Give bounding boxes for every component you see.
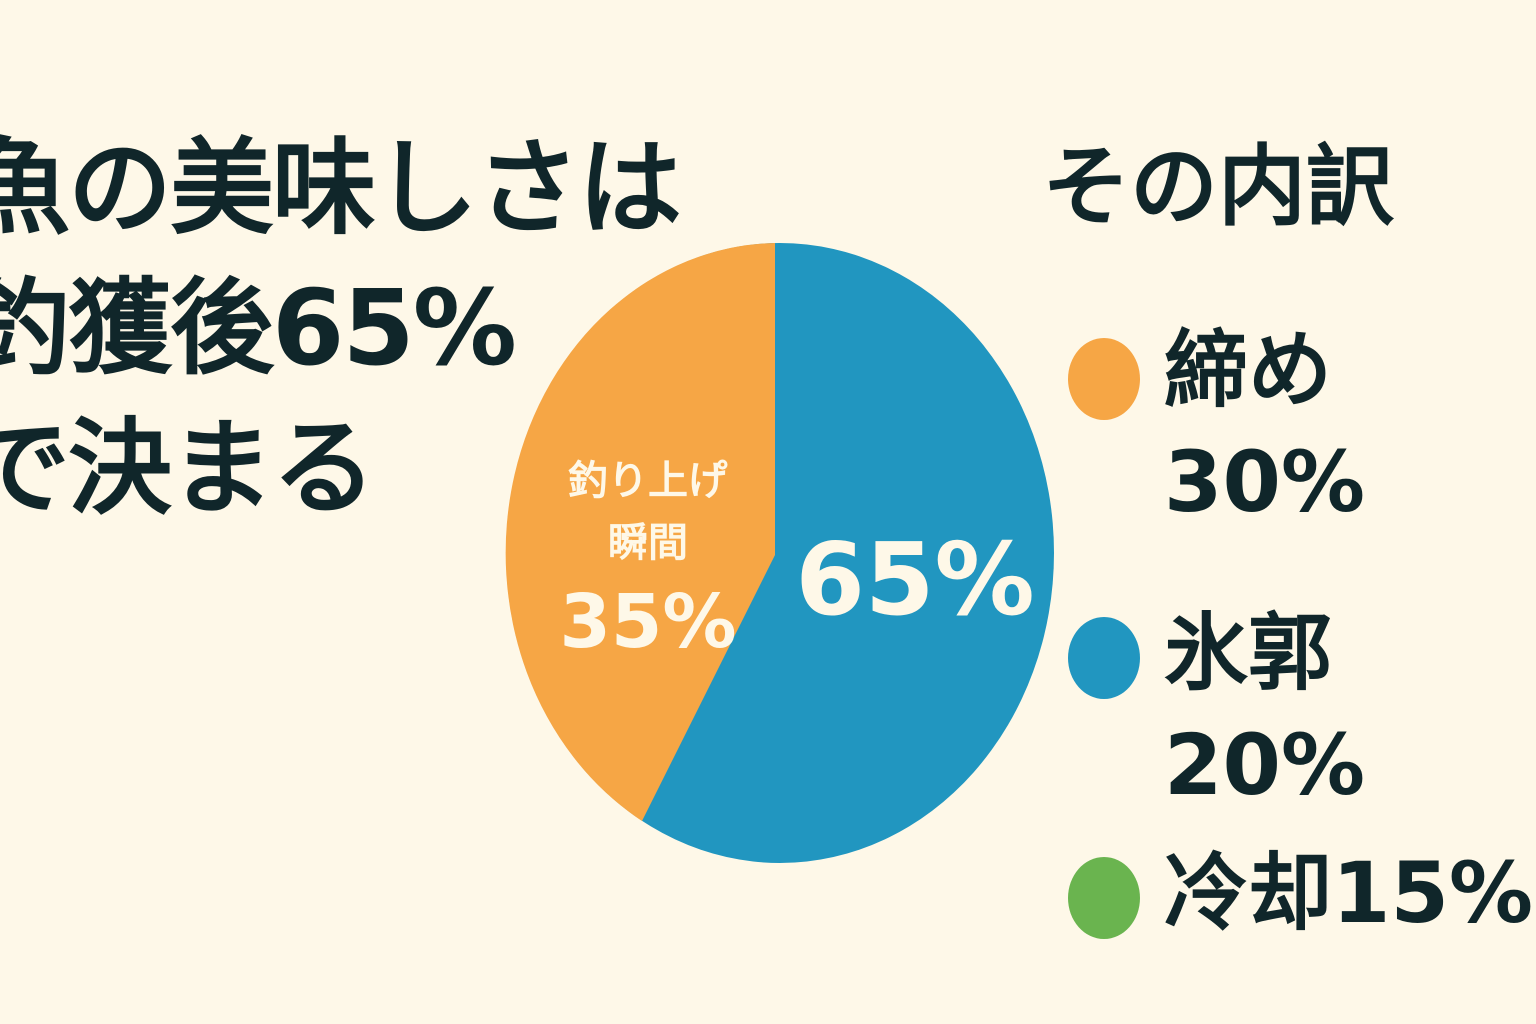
title-line-1: 魚の美味しさは [0, 127, 682, 249]
blue-slice-percent: 65% [795, 521, 1035, 638]
legend-label: 氷郭 [1164, 604, 1333, 702]
blue-dot-icon [1068, 617, 1140, 699]
orange-slice-percent: 35% [559, 579, 737, 665]
orange-dot-icon [1068, 338, 1140, 420]
legend-value: 15% [1332, 844, 1534, 942]
legend-title: その内訳 [1042, 135, 1395, 238]
title-line-2: 釣獲後65% [0, 267, 517, 389]
legend-label: 締め [1164, 321, 1333, 419]
orange-slice-name-1: 釣り上け゚ [568, 458, 728, 504]
legend-value: 20% [1164, 716, 1366, 814]
orange-slice-label: 釣り上け゚ 瞬間 35% [538, 450, 758, 668]
legend-label: 冷却 [1164, 844, 1333, 942]
legend-value: 30% [1164, 433, 1366, 531]
pie-slice-orange [505, 243, 775, 821]
page-title: 魚の美味しさは 釣獲後65% で決まる [0, 118, 682, 538]
orange-slice-name-2: 瞬間 [608, 520, 688, 566]
title-line-3: で決まる [0, 407, 376, 529]
green-dot-icon [1068, 857, 1140, 939]
